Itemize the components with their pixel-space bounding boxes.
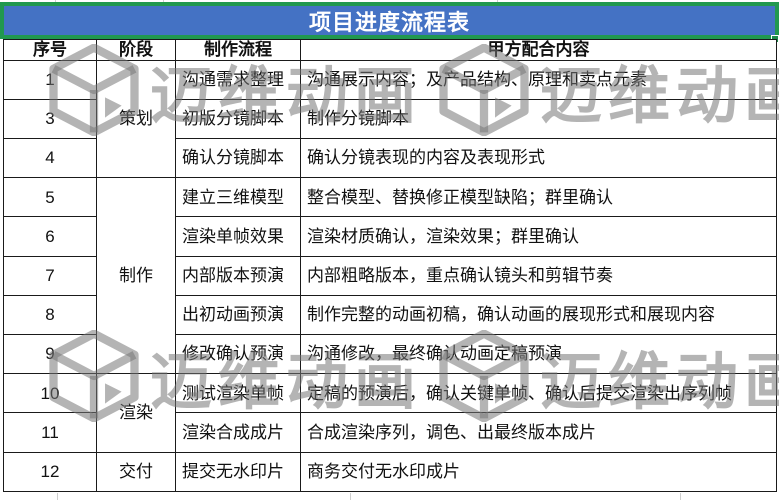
cell-no[interactable]: 1 [3,59,97,100]
cell-process[interactable]: 测试渲染单帧 [175,373,301,414]
table-row: 1 策划 沟通需求整理 沟通展示内容；及产品结构、原理和卖点元素 [3,59,777,179]
table-row: 8 出初动画预演 制作完整的动画初稿，确认动画的展现形式和展现内容 [3,294,777,336]
table-row: 12 交付 提交无水印片 商务交付无水印成片 [3,451,777,493]
header-process[interactable]: 制作流程 [175,39,301,61]
cell-no[interactable]: 9 [3,334,97,375]
cell-process[interactable]: 渲染单帧效果 [175,216,301,257]
gridline-stub [55,0,56,2]
cell-client[interactable]: 定稿的预演后，确认关键单帧、确认后提交渲染出序列帧 [300,373,777,414]
cell-no[interactable]: 12 [3,451,97,493]
cell-no[interactable]: 6 [3,216,97,257]
cell-client[interactable]: 制作完整的动画初稿，确认动画的展现形式和展现内容 [300,294,777,336]
project-progress-table: 序号 阶段 制作流程 甲方配合内容 1 策划 沟通需求整理 沟通展示内容；及产品… [3,39,777,493]
table-row: 10 渲染 测试渲染单帧 定稿的预演后，确认关键单帧、确认后提交渲染出序列帧 [3,373,777,453]
table-row: 5 制作 建立三维模型 整合模型、替换修正模型缺陷；群里确认 [3,177,777,375]
cell-no[interactable]: 4 [3,138,97,179]
cell-process[interactable]: 修改确认预演 [175,334,301,375]
cell-no[interactable]: 7 [3,255,97,296]
table-row: 9 修改确认预演 沟通修改，最终确认动画定稿预演 [3,334,777,375]
header-row: 序号 阶段 制作流程 甲方配合内容 [3,39,777,61]
cell-client[interactable]: 渲染材质确认，渲染效果；群里确认 [300,216,777,257]
cell-no[interactable]: 5 [3,177,97,218]
cell-stage-plan[interactable]: 策划 [96,59,176,179]
gridline-stub [497,0,498,2]
table-row: 11 渲染合成成片 合成渲染序列，调色、出最终版本成片 [3,412,777,453]
cell-client[interactable]: 整合模型、替换修正模型缺陷；群里确认 [300,177,777,218]
table-row: 6 渲染单帧效果 渲染材质确认，渲染效果；群里确认 [3,216,777,257]
header-client[interactable]: 甲方配合内容 [300,39,777,61]
cell-stage-delivery[interactable]: 交付 [96,451,176,493]
cell-process[interactable]: 提交无水印片 [175,451,301,493]
cell-stage-production[interactable]: 制作 [96,177,176,375]
cell-process[interactable]: 出初动画预演 [175,294,301,336]
cell-client[interactable]: 商务交付无水印成片 [300,451,777,493]
table-row: 4 确认分镜脚本 确认分镜表现的内容及表现形式 [3,138,777,179]
cell-stage-render[interactable]: 渲染 [96,373,176,453]
cell-process[interactable]: 渲染合成成片 [175,412,301,453]
cell-no[interactable]: 8 [3,294,97,336]
cell-no[interactable]: 3 [3,98,97,140]
gridline-stub [163,0,164,2]
gridline-stub [57,493,58,500]
cell-client[interactable]: 合成渲染序列，调色、出最终版本成片 [300,412,777,453]
cell-process[interactable]: 初版分镜脚本 [175,98,301,140]
header-no[interactable]: 序号 [3,39,97,61]
cell-no[interactable]: 11 [3,412,97,453]
table-title-bar[interactable]: 项目进度流程表 [0,2,779,39]
cell-client[interactable]: 内部粗略版本，重点确认镜头和剪辑节奏 [300,255,777,296]
cell-process[interactable]: 内部版本预演 [175,255,301,296]
cell-client[interactable]: 制作分镜脚本 [300,98,777,140]
header-stage[interactable]: 阶段 [96,39,176,61]
cell-client[interactable]: 沟通修改，最终确认动画定稿预演 [300,334,777,375]
cell-process[interactable]: 确认分镜脚本 [175,138,301,179]
page-title: 项目进度流程表 [308,9,470,35]
cell-client[interactable]: 确认分镜表现的内容及表现形式 [300,138,777,179]
gridline-stub [350,493,351,500]
cell-process[interactable]: 建立三维模型 [175,177,301,218]
gridline-stub [680,493,681,500]
cell-no[interactable]: 10 [3,373,97,414]
cell-process[interactable]: 沟通需求整理 [175,59,301,100]
cell-client[interactable]: 沟通展示内容；及产品结构、原理和卖点元素 [300,59,777,100]
